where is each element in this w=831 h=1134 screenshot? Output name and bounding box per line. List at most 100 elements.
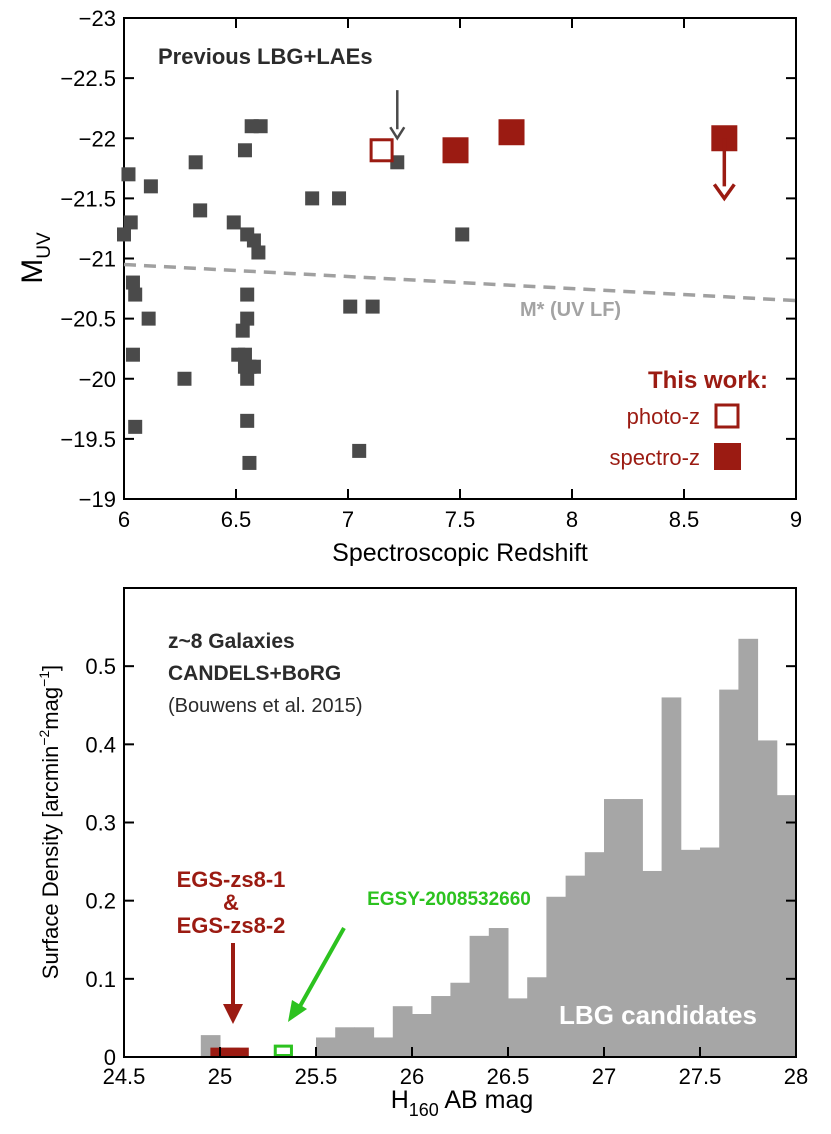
histogram-x-tick-label: 25.5 (295, 1064, 338, 1089)
previous-point (226, 215, 241, 230)
previous-point (365, 299, 380, 314)
scatter-points (117, 119, 738, 470)
previous-point (390, 155, 405, 170)
histogram-bin (700, 847, 720, 1057)
scatter-x-axis-label: Spectroscopic Redshift (332, 539, 588, 567)
histogram-bin (508, 998, 528, 1057)
egs-zs8-2-label: EGS-zs8-2 (177, 913, 286, 938)
histogram-panel: 24.5 25 25.5 26 26.5 27 27.5 28 0 0.1 0.2 0.3 0.4 0.5… (36, 587, 808, 1120)
previous-point (235, 323, 250, 338)
previous-point (352, 443, 367, 458)
histogram-title-2: CANDELS+BoRG (168, 662, 341, 685)
histogram-x-tick-label: 24.5 (103, 1064, 146, 1089)
scatter-y-tick-label: −20.5 (60, 307, 116, 332)
previous-point (240, 413, 255, 428)
histogram-bin (584, 852, 605, 1057)
histogram-bin (565, 875, 586, 1057)
this-work-label: This work: (648, 367, 768, 394)
spectro-z-point (442, 137, 469, 164)
egsy-arrow-head (288, 1000, 307, 1022)
upper-limit-arrows (389, 90, 736, 202)
histogram-x-tick-label: 26 (400, 1064, 424, 1089)
scatter-panel: 6 6.5 7 7.5 8 8.5 9 −19 −19.5 −20 −20.5 −21 −21.5 −22… (16, 6, 802, 567)
histogram-y-tick-label: 0.2 (85, 889, 116, 914)
spectro-z-legend-marker (714, 443, 741, 470)
previous-point (128, 419, 143, 434)
histogram-bin (354, 1027, 375, 1057)
egs-ampersand-label: & (223, 890, 239, 915)
previous-point (455, 227, 470, 242)
previous-point (188, 155, 203, 170)
scatter-y-tick-label: −23 (79, 6, 116, 31)
scatter-plot-frame (123, 17, 797, 500)
histogram-title-1: z~8 Galaxies (168, 630, 295, 653)
histogram-x-tick-label: 26.5 (487, 1064, 530, 1089)
histogram-bin (623, 799, 643, 1057)
scatter-y-tick-label: −19.5 (60, 427, 116, 452)
mstar-dashed-line (123, 262, 797, 303)
histogram-bin (450, 982, 471, 1057)
histogram-y-tick-label: 0.4 (85, 732, 116, 757)
previous-label: Previous LBG+LAEs (158, 44, 373, 69)
histogram-x-tick-label: 27 (592, 1064, 616, 1089)
previous-point (128, 287, 143, 302)
histogram-bins (200, 638, 797, 1057)
scatter-y-tick-label: −22.5 (60, 66, 116, 91)
histogram-bin (392, 1006, 413, 1057)
previous-point (117, 227, 131, 242)
histogram-bin (469, 935, 490, 1057)
egsy-label: EGSY-2008532660 (367, 889, 531, 910)
scatter-x-tick-label: 8 (566, 507, 578, 532)
scatter-y-tick-label: −21 (79, 247, 116, 272)
histogram-x-tick-label: 27.5 (679, 1064, 722, 1089)
histogram-bin (412, 1014, 432, 1057)
previous-point (251, 245, 266, 260)
histogram-bin (546, 896, 567, 1057)
previous-point (125, 275, 140, 290)
scatter-x-tick-label: 8.5 (669, 507, 700, 532)
photo-z-label: photo-z (627, 404, 700, 429)
histogram-bin (604, 799, 624, 1057)
scatter-x-tick-label: 6.5 (221, 507, 252, 532)
scatter-x-tick-label: 9 (790, 507, 802, 532)
scatter-y-tick-label: −22 (79, 126, 116, 151)
histogram-object-markers (210, 1044, 293, 1057)
upper-limit-arrow-head (389, 126, 406, 141)
previous-point (141, 311, 156, 326)
previous-point (332, 191, 347, 206)
histogram-bin (488, 928, 509, 1057)
previous-point (123, 215, 138, 230)
egsy-marker (273, 1044, 293, 1057)
previous-point (246, 359, 261, 374)
histogram-bin (431, 996, 451, 1057)
histogram-y-tick-label: 0 (104, 1045, 116, 1070)
histogram-bin (719, 689, 739, 1057)
histogram-bin (335, 1027, 355, 1057)
previous-point (246, 233, 261, 248)
scatter-y-axis-label: MUV (16, 232, 55, 284)
scatter-x-tick-label: 7 (342, 507, 354, 532)
scatter-y-tick-label: −20 (79, 367, 116, 392)
histogram-bin (738, 638, 759, 1057)
previous-point (305, 191, 320, 206)
lbg-candidates-label: LBG candidates (559, 1000, 757, 1030)
upper-limit-arrow-head (712, 183, 736, 202)
histogram-bin (642, 870, 663, 1057)
mstar-label: M* (UV LF) (520, 299, 621, 321)
photo-z-legend-marker (714, 403, 740, 429)
spectro-z-label: spectro-z (610, 445, 700, 470)
histogram-bin (527, 977, 547, 1057)
previous-point (177, 371, 192, 386)
scatter-x-tick-label: 7.5 (445, 507, 476, 532)
histogram-x-tick-label: 25 (208, 1064, 232, 1089)
scatter-x-tick-label: 6 (118, 507, 130, 532)
histogram-y-axis-label: Surface Density [arcmin−2mag−1] (36, 665, 63, 979)
previous-point (240, 311, 255, 326)
histogram-x-tick-label: 28 (784, 1064, 808, 1089)
mstar-reference-line (123, 262, 797, 303)
histogram-y-tick-label: 0.3 (85, 811, 116, 836)
histogram-bin (757, 740, 778, 1057)
histogram-bin (680, 849, 701, 1057)
previous-point (253, 119, 268, 134)
